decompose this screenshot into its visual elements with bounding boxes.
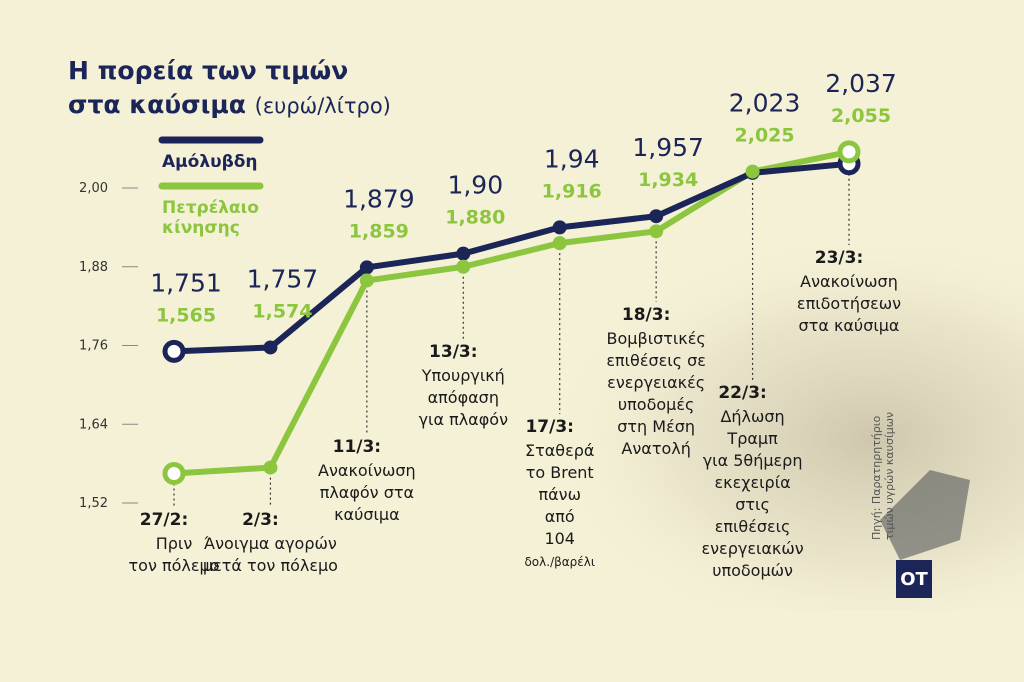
point xyxy=(263,340,278,355)
annotation: 13/3: Υπουργική απόφαση για πλαφόν xyxy=(419,342,509,429)
annotation-text: επιθέσεις xyxy=(715,517,791,536)
annotation-text: εκεχειρία xyxy=(715,473,791,492)
annotation-text: για 5θήμερη xyxy=(703,451,803,470)
annotation-date: 27/2: xyxy=(140,510,189,530)
nozzle xyxy=(880,470,970,560)
value-label: 2,023 xyxy=(729,89,801,118)
annotation-text: Ανατολή xyxy=(621,439,690,458)
annotation-text: Πριν xyxy=(156,534,193,553)
point xyxy=(649,224,664,239)
title-line: Η πορεία των τιμών xyxy=(68,56,349,85)
annotation-text: επιθέσεις σε xyxy=(606,351,706,370)
legend-label: Αμόλυβδη xyxy=(162,152,258,172)
annotation-text: ενεργειακών xyxy=(701,539,803,558)
annotation-text: τον πόλεμο xyxy=(129,556,220,575)
annotation-date: 2/3: xyxy=(242,510,279,530)
point xyxy=(552,236,567,251)
annotation-date: 13/3: xyxy=(429,342,478,362)
annotation-text: για πλαφόν xyxy=(419,410,509,429)
value-label: 1,94 xyxy=(544,144,600,173)
annotation-text: δολ./βαρέλι xyxy=(524,555,594,569)
annotation-text: μετά τον πόλεμο xyxy=(203,556,338,575)
value-label: 1,879 xyxy=(343,184,415,213)
annotation-date: 23/3: xyxy=(815,248,864,268)
annotation-text: Τραμπ xyxy=(726,429,778,448)
value-label: 1,916 xyxy=(542,180,602,202)
annotation-text: Βομβιστικές xyxy=(607,329,706,348)
annotation-text: 104 xyxy=(544,529,575,548)
point xyxy=(745,164,760,179)
y-tick-label: 1,76 xyxy=(79,339,108,354)
point xyxy=(162,461,186,485)
annotation: 23/3: Ανακοίνωση επιδοτήσεων στα καύσιμα xyxy=(797,248,901,335)
point xyxy=(456,259,471,274)
value-label: 2,025 xyxy=(735,125,795,147)
title-line: στα καύσιμα xyxy=(68,90,246,119)
value-label: 1,880 xyxy=(445,207,505,229)
y-tick-label: 1,64 xyxy=(79,417,108,432)
value-label: 1,90 xyxy=(447,171,503,200)
y-tick-label: 1,52 xyxy=(79,496,108,511)
annotation-date: 11/3: xyxy=(333,437,382,457)
value-label: 1,957 xyxy=(632,133,704,162)
point xyxy=(162,339,186,363)
value-label: 1,751 xyxy=(150,268,222,297)
annotation-text: Άνοιγμα αγορών xyxy=(204,534,337,553)
value-label: 1,859 xyxy=(349,220,409,242)
annotation-text: υποδομές xyxy=(618,395,694,414)
annotation-text: επιδοτήσεων xyxy=(797,294,901,313)
point xyxy=(359,260,374,275)
annotation-text: Υπουργική xyxy=(421,366,505,385)
annotation: 2/3: Άνοιγμα αγορών μετά τον πόλεμο xyxy=(203,510,338,575)
value-label: 1,757 xyxy=(247,264,319,293)
point xyxy=(456,246,471,261)
value-label: 2,037 xyxy=(825,69,897,98)
annotation-text: το Brent xyxy=(526,463,594,482)
legend-label: Πετρέλαιο κίνησης xyxy=(162,198,259,238)
point xyxy=(837,140,861,164)
point xyxy=(649,209,664,224)
unit: (ευρώ/λίτρο) xyxy=(254,94,391,118)
y-tick-label: 1,88 xyxy=(79,260,108,275)
annotation: 18/3: Βομβιστικές επιθέσεις σε ενεργειακές υ… xyxy=(606,305,706,458)
annotation-text: ενεργειακές xyxy=(607,373,705,392)
annotation: 17/3: Σταθερά το Brent πάνω από 104 δολ./βαρέλ… xyxy=(524,417,594,569)
value-label: 1,574 xyxy=(252,300,312,322)
value-label: 1,934 xyxy=(638,169,698,191)
source: Πηγή: Παρατηρητήριο τιμών υγρών καυσίμων xyxy=(870,411,896,540)
annotation-text: Ανακοίνωση xyxy=(800,272,898,291)
annotation-text: απόφαση xyxy=(428,388,499,407)
annotation: 11/3: Ανακοίνωση πλαφόν στα καύσιμα xyxy=(318,437,416,524)
annotation-date: 22/3: xyxy=(718,383,767,403)
value-label: 1,565 xyxy=(156,304,216,326)
point xyxy=(552,220,567,235)
annotation-text: στις xyxy=(735,495,770,514)
title: Η πορεία των τιμών στα καύσιμα (ευρώ/λίτ… xyxy=(68,54,391,123)
annotation-text: καύσιμα xyxy=(334,505,400,524)
y-tick-label: 2,00 xyxy=(79,181,108,196)
annotation-text: στα καύσιμα xyxy=(799,316,900,335)
annotation-date: 17/3: xyxy=(525,417,574,437)
annotation-text: Ανακοίνωση xyxy=(318,461,416,480)
annotation-text: Δήλωση xyxy=(720,407,784,426)
logo: OT xyxy=(896,560,932,598)
point xyxy=(359,273,374,288)
annotation-text: από xyxy=(545,507,575,526)
title-line: στα καύσιμα (ευρώ/λίτρο) xyxy=(68,88,391,123)
annotation: 27/2: Πριν τον πόλεμο xyxy=(129,510,220,575)
annotation-text: στη Μέση xyxy=(617,417,695,436)
annotation-text: πάνω xyxy=(538,485,581,504)
annotation-date: 18/3: xyxy=(622,305,671,325)
annotation-text: υποδομών xyxy=(712,561,793,580)
series-line xyxy=(173,160,850,355)
point xyxy=(263,460,278,475)
annotation: 22/3: Δήλωση Τραμπ για 5θήμερη εκεχειρία στις… xyxy=(701,383,803,580)
annotation-text: Σταθερά xyxy=(525,441,594,460)
value-label: 2,055 xyxy=(831,105,891,127)
annotation-text: πλαφόν στα xyxy=(320,483,414,502)
